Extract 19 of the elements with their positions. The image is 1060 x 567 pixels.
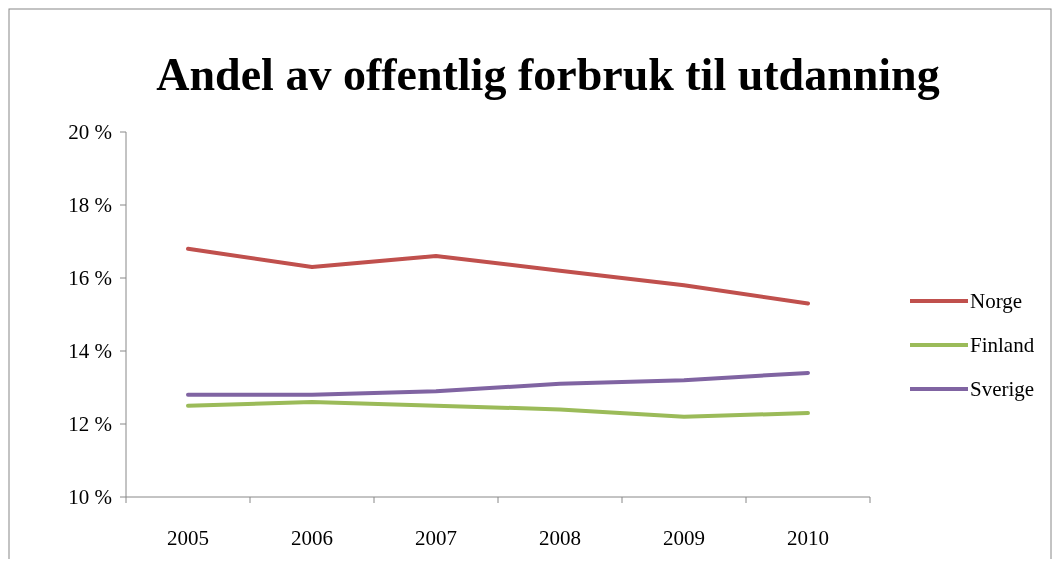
y-tick-label: 12 % (68, 412, 112, 437)
x-tick-label: 2008 (539, 526, 581, 550)
line-series (186, 246, 810, 306)
y-tick-label: 10 % (68, 485, 112, 510)
legend-label: Sverige (970, 377, 1035, 402)
y-tick-label: 16 % (68, 266, 112, 291)
y-tick-label: 20 % (68, 120, 112, 145)
x-tick-label: 2009 (663, 526, 705, 550)
line-series (186, 370, 810, 397)
y-tick-label: 14 % (68, 339, 112, 364)
x-tick-label: 2010 (787, 526, 829, 550)
x-tick-label: 2007 (415, 526, 457, 550)
x-tick-label: 2006 (291, 526, 333, 550)
y-tick-label: 18 % (68, 193, 112, 218)
x-tick-label: 2005 (167, 526, 209, 550)
chart-title: Andel av offentlig forbruk til utdanning (156, 49, 940, 100)
legend-label: Finland (970, 333, 1035, 358)
line-series (186, 400, 810, 419)
legend-label: Norge (970, 289, 1023, 314)
